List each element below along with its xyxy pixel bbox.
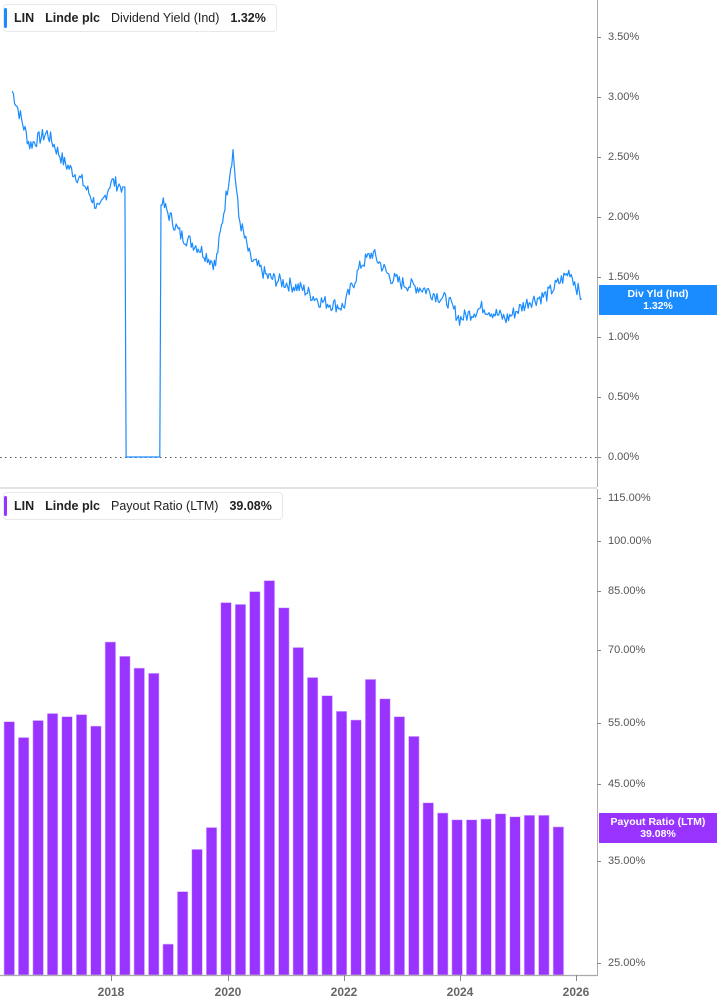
y-axis-ticks xyxy=(597,37,601,458)
y-tick-label: 85.00% xyxy=(608,585,646,597)
payout-bar[interactable] xyxy=(509,816,521,976)
badge-title: Div Yld (Ind) xyxy=(627,288,689,300)
badge-value: 39.08% xyxy=(640,828,676,840)
badge-value: 1.32% xyxy=(643,300,673,312)
payout-bar[interactable] xyxy=(523,814,536,976)
payout-ratio-bars xyxy=(3,580,564,976)
x-tick-label: 2022 xyxy=(330,985,358,999)
legend-value: 39.08% xyxy=(229,499,272,513)
legend-metric: Dividend Yield (Ind) xyxy=(111,11,220,25)
dividend-yield-line[interactable] xyxy=(11,90,582,458)
dividend-yield-panel: LIN Linde plc Dividend Yield (Ind) 1.32%… xyxy=(0,0,717,487)
x-tick-label: 2024 xyxy=(446,985,474,999)
legend-swatch xyxy=(4,8,7,28)
payout-bar[interactable] xyxy=(321,695,333,976)
legend-ticker: LIN xyxy=(14,499,35,513)
legend-value: 1.32% xyxy=(230,11,266,25)
badge-title: Payout Ratio (LTM) xyxy=(610,816,706,828)
payout-bar[interactable] xyxy=(3,721,15,976)
payout-bar[interactable] xyxy=(408,736,420,976)
y-tick-label: 2.00% xyxy=(608,211,640,223)
payout-bar[interactable] xyxy=(393,716,405,976)
legend-company: Linde plc xyxy=(45,11,101,25)
payout-bar[interactable] xyxy=(364,679,377,976)
payout-ratio-legend[interactable]: LIN Linde plc Payout Ratio (LTM) 39.08% xyxy=(3,492,283,520)
legend-swatch xyxy=(4,496,7,516)
payout-bar[interactable] xyxy=(206,827,218,976)
y-tick-label: 45.00% xyxy=(608,778,646,790)
payout-bar[interactable] xyxy=(278,607,290,976)
payout-bar[interactable] xyxy=(350,719,362,976)
payout-bar[interactable] xyxy=(162,943,174,976)
dividend-yield-legend[interactable]: LIN Linde plc Dividend Yield (Ind) 1.32% xyxy=(3,4,277,32)
payout-bar[interactable] xyxy=(148,672,160,976)
y-tick-label: 3.50% xyxy=(608,31,640,43)
y-tick-label: 1.00% xyxy=(608,331,640,343)
y-tick-label: 3.00% xyxy=(608,91,640,103)
y-tick-label: 115.00% xyxy=(608,492,651,504)
payout-bar[interactable] xyxy=(119,655,131,976)
legend-metric: Payout Ratio (LTM) xyxy=(111,499,219,513)
payout-bar[interactable] xyxy=(249,591,261,976)
payout-bar[interactable] xyxy=(191,849,203,976)
legend-ticker: LIN xyxy=(14,11,35,25)
payout-bar[interactable] xyxy=(538,814,550,976)
payout-bar[interactable] xyxy=(46,713,59,976)
x-tick-label: 2020 xyxy=(214,985,242,999)
y-tick-label: 0.50% xyxy=(608,391,640,403)
current-payout-badge: Payout Ratio (LTM) 39.08% xyxy=(599,813,717,843)
legend-company: Linde plc xyxy=(45,499,101,513)
payout-bar[interactable] xyxy=(379,698,391,976)
y-tick-label: 2.50% xyxy=(608,151,640,163)
y-axis-ticks xyxy=(597,498,601,964)
payout-bar[interactable] xyxy=(335,710,348,976)
payout-bar[interactable] xyxy=(437,812,449,976)
y-tick-label: 55.00% xyxy=(608,717,646,729)
payout-bar[interactable] xyxy=(61,716,73,976)
y-tick-label: 1.50% xyxy=(608,271,640,283)
payout-bar[interactable] xyxy=(32,720,44,976)
payout-bar[interactable] xyxy=(234,604,246,976)
payout-bar[interactable] xyxy=(451,819,463,976)
payout-bar[interactable] xyxy=(76,714,88,976)
payout-bar[interactable] xyxy=(552,826,564,976)
x-tick-label: 2018 xyxy=(97,985,125,999)
x-tick-label: 2026 xyxy=(562,985,590,999)
y-tick-label: 35.00% xyxy=(608,855,646,867)
dividend-yield-plot xyxy=(0,0,601,487)
payout-bar[interactable] xyxy=(307,677,319,976)
y-tick-label: 25.00% xyxy=(608,957,646,969)
payout-bar[interactable] xyxy=(422,802,434,976)
payout-bar[interactable] xyxy=(18,737,30,976)
panel-divider[interactable] xyxy=(0,487,597,489)
current-yield-badge: Div Yld (Ind) 1.32% xyxy=(599,285,717,315)
y-tick-label: 70.00% xyxy=(608,644,646,656)
payout-bar[interactable] xyxy=(177,891,189,976)
payout-bar[interactable] xyxy=(480,818,492,976)
payout-bar[interactable] xyxy=(263,580,275,976)
payout-bar[interactable] xyxy=(90,725,102,976)
payout-bar[interactable] xyxy=(292,647,304,976)
payout-bar[interactable] xyxy=(220,602,232,976)
y-tick-label: 0.00% xyxy=(608,451,640,463)
payout-bar[interactable] xyxy=(104,641,116,976)
y-tick-label: 100.00% xyxy=(608,535,652,547)
payout-bar[interactable] xyxy=(466,819,478,976)
x-axis-ticks xyxy=(111,975,577,981)
payout-bar[interactable] xyxy=(133,667,145,976)
payout-bar[interactable] xyxy=(494,813,507,976)
